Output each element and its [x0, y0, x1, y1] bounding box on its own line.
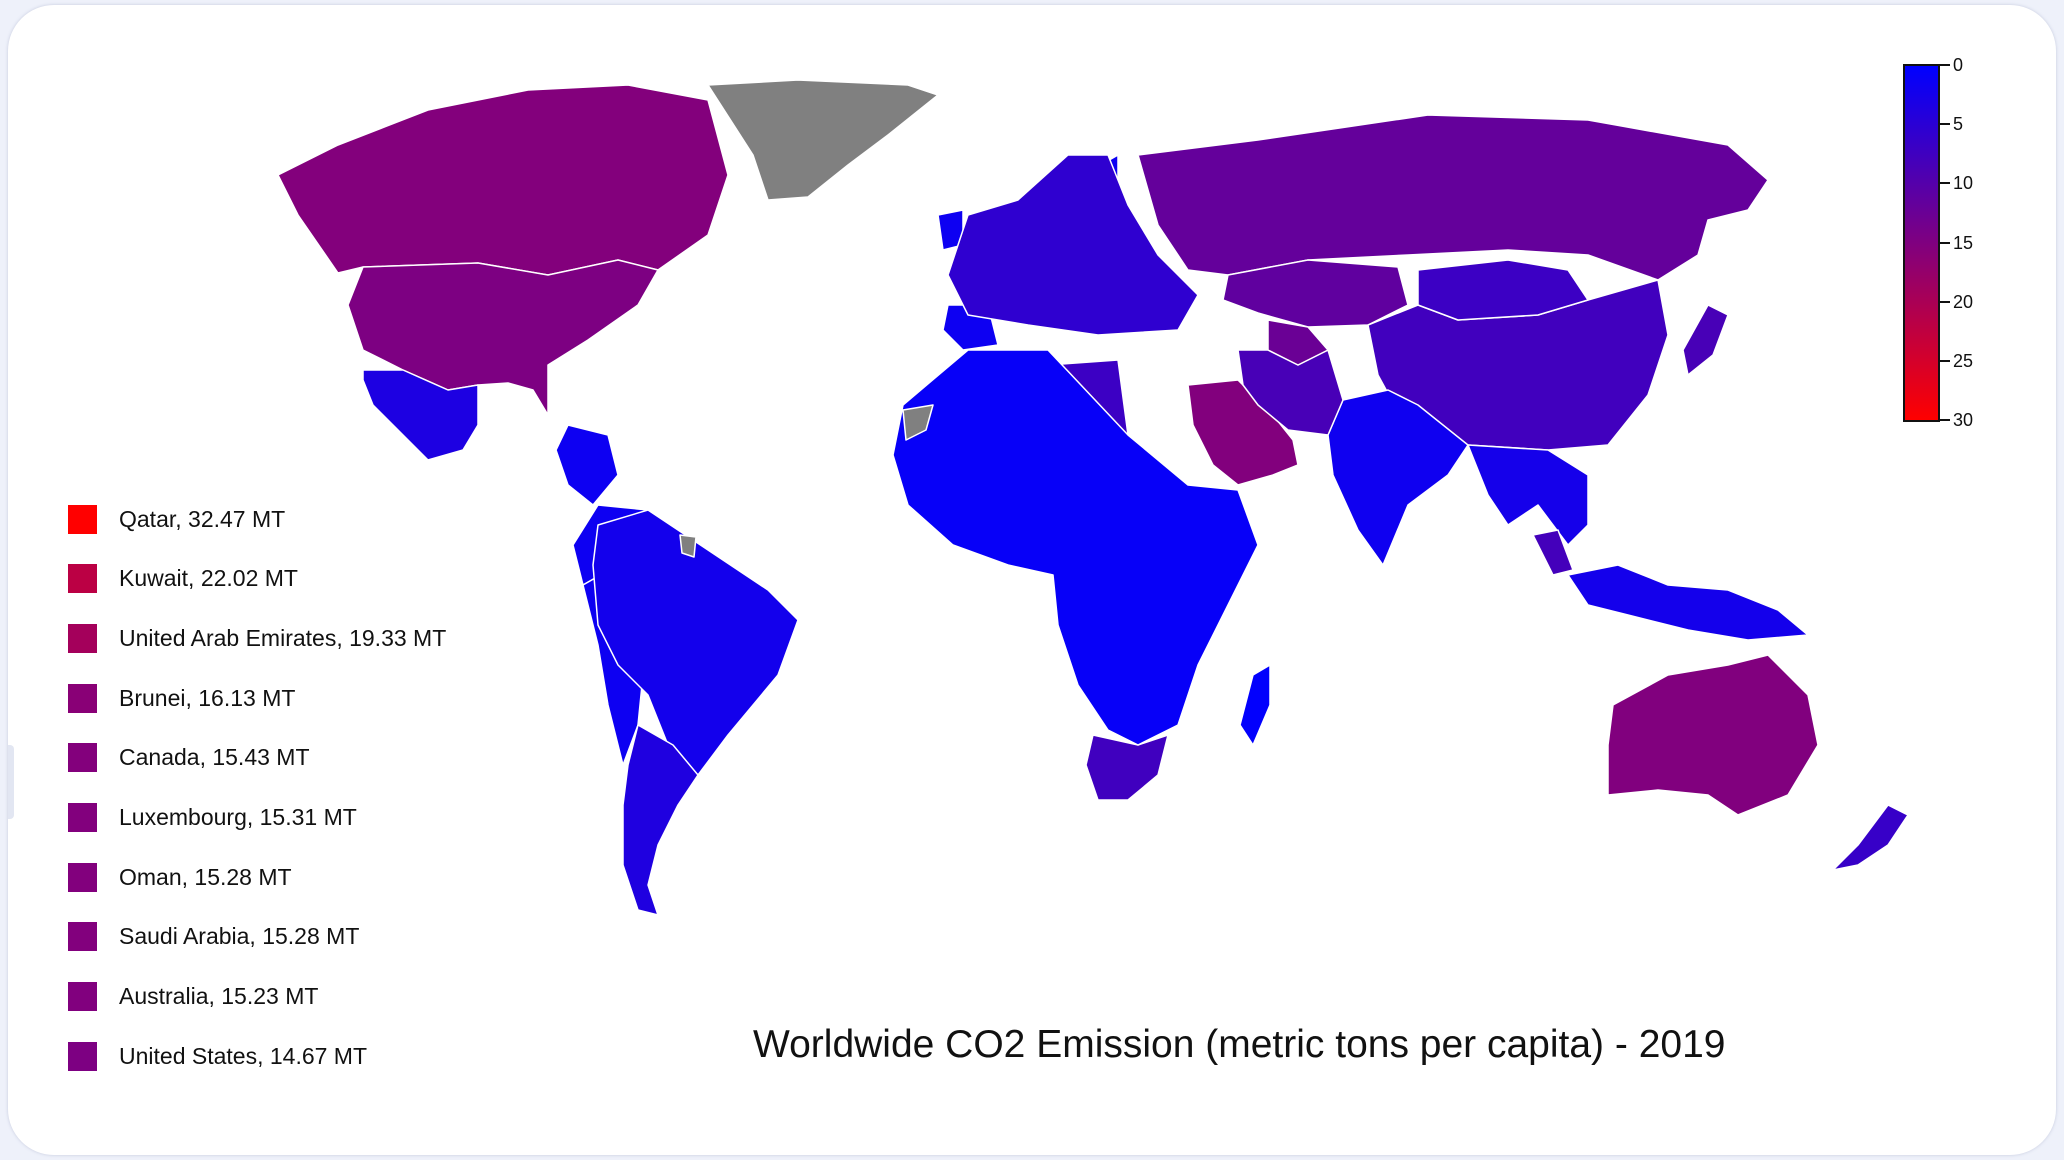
map-title: Worldwide CO2 Emission (metric tons per …: [753, 1023, 1726, 1066]
region-malaysia: [1532, 529, 1574, 576]
colorbar-tick-mark: [1940, 419, 1950, 421]
region-kazakhstan: [1222, 259, 1409, 328]
legend-label: United Arab Emirates, 19.33 MT: [119, 624, 447, 651]
legend-label: Qatar, 32.47 MT: [119, 505, 286, 532]
legend-label: Australia, 15.23 MT: [119, 983, 319, 1010]
legend-swatch: [68, 862, 97, 892]
region-europe: [947, 154, 1199, 336]
colorbar-tick-mark: [1940, 241, 1950, 244]
region-turkmenistan: [1267, 319, 1329, 366]
legend-item: United Arab Emirates, 19.33 MT: [68, 622, 446, 654]
colorbar-tick-label: 15: [1953, 232, 1974, 253]
map-card: Qatar, 32.47 MT Kuwait, 22.02 MT United Ar…: [8, 5, 2056, 1155]
colorbar-tick-mark: [1940, 300, 1950, 303]
legend-swatch: [68, 922, 97, 952]
legend-label: Saudi Arabia, 15.28 MT: [119, 923, 360, 950]
region-india: [1327, 389, 1469, 566]
legend-item: United States, 14.67 MT: [68, 1040, 367, 1072]
region-russia: [1137, 114, 1769, 281]
colorbar: [1903, 64, 1940, 422]
legend-label: Brunei, 16.13 MT: [119, 684, 296, 711]
colorbar-tick-mark: [1940, 182, 1950, 185]
region-western-sahara: [902, 404, 934, 441]
colorbar-tick-label: 10: [1953, 173, 1974, 194]
region-mongolia: [1417, 259, 1589, 321]
legend-item: Brunei, 16.13 MT: [68, 682, 295, 714]
region-argentina: [622, 724, 699, 916]
region-low-emission: [555, 424, 619, 506]
legend-item: Kuwait, 22.02 MT: [68, 563, 298, 595]
region-japan: [1682, 304, 1729, 376]
legend-item: Oman, 15.28 MT: [68, 861, 292, 893]
colorbar-tick-label: 25: [1953, 350, 1974, 371]
legend-swatch: [68, 683, 97, 713]
legend-item: Australia, 15.23 MT: [68, 981, 318, 1013]
region-south-africa: [1085, 734, 1169, 801]
legend-swatch: [68, 1041, 97, 1071]
legend-swatch: [68, 564, 97, 594]
legend-swatch: [68, 982, 97, 1012]
legend-label: Canada, 15.43 MT: [119, 744, 310, 771]
region-brazil: [592, 509, 799, 776]
legend-label: United States, 14.67 MT: [119, 1042, 368, 1069]
side-handle[interactable]: [8, 745, 14, 819]
legend-item: Saudi Arabia, 15.28 MT: [68, 921, 359, 953]
legend-item: Canada, 15.43 MT: [68, 742, 310, 774]
colorbar-tick-mark: [1940, 64, 1950, 66]
colorbar-tick-mark: [1940, 123, 1950, 126]
legend-swatch: [68, 504, 97, 534]
legend-swatch: [68, 743, 97, 773]
colorbar-tick-label: 5: [1953, 114, 1964, 135]
region-indonesia: [1567, 564, 1809, 641]
legend-item: Luxembourg, 15.31 MT: [68, 802, 357, 834]
legend-label: Luxembourg, 15.31 MT: [119, 804, 357, 830]
region-new-zealand: [1832, 804, 1909, 871]
region-madagascar: [1239, 664, 1271, 746]
region-southeast-asia: [1467, 444, 1589, 546]
colorbar-tick-label: 0: [1953, 55, 1964, 75]
region-australia: [1607, 654, 1819, 816]
region-greenland: [707, 79, 939, 201]
legend-item: Qatar, 32.47 MT: [68, 503, 285, 535]
colorbar-tick-label: 30: [1953, 410, 1974, 430]
legend-swatch: [68, 803, 97, 832]
colorbar-tick-label: 20: [1953, 291, 1974, 312]
region-africa: [892, 349, 1259, 746]
region-united-states: [347, 259, 659, 416]
region-canada: [277, 84, 729, 276]
colorbar-tick-mark: [1940, 359, 1950, 362]
legend-swatch: [68, 623, 97, 653]
region-french-guiana: [679, 534, 697, 558]
legend-label: Oman, 15.28 MT: [119, 863, 292, 890]
world-map: [277, 79, 1909, 916]
legend-label: Kuwait, 22.02 MT: [119, 565, 298, 592]
region-mexico: [362, 369, 479, 461]
